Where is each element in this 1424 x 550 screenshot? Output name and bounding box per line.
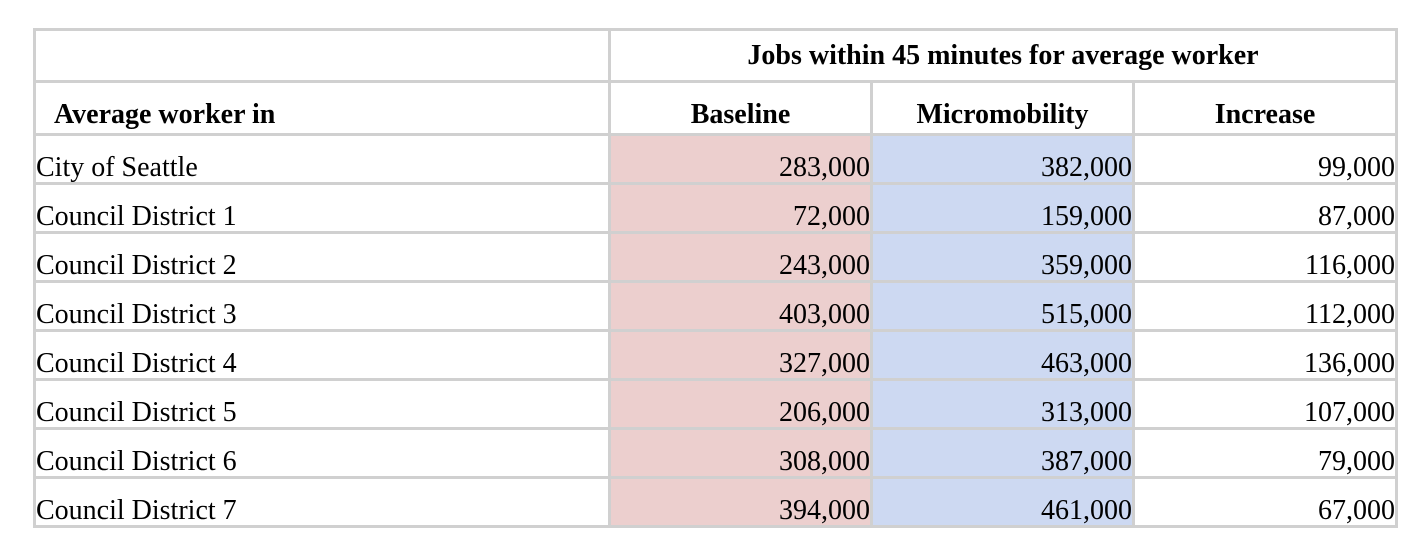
baseline-header: Baseline: [608, 80, 873, 136]
row-label: Council District 4: [33, 329, 611, 381]
baseline-value: 327,000: [608, 329, 873, 381]
table-row: Council District 3 403,000 515,000 112,0…: [33, 280, 1398, 332]
micromobility-value: 382,000: [870, 133, 1135, 185]
empty-corner-cell: [33, 28, 611, 83]
table-row: Council District 2 243,000 359,000 116,0…: [33, 231, 1398, 283]
row-label: Council District 3: [33, 280, 611, 332]
increase-value: 107,000: [1132, 378, 1398, 430]
micromobility-value: 313,000: [870, 378, 1135, 430]
increase-value: 99,000: [1132, 133, 1398, 185]
jobs-table: Jobs within 45 minutes for average worke…: [33, 28, 1398, 528]
increase-value: 112,000: [1132, 280, 1398, 332]
table-row: City of Seattle 283,000 382,000 99,000: [33, 133, 1398, 185]
micromobility-value: 359,000: [870, 231, 1135, 283]
table-row: Council District 1 72,000 159,000 87,000: [33, 182, 1398, 234]
increase-header: Increase: [1132, 80, 1398, 136]
baseline-value: 283,000: [608, 133, 873, 185]
baseline-value: 403,000: [608, 280, 873, 332]
row-label: Council District 7: [33, 476, 611, 528]
increase-value: 67,000: [1132, 476, 1398, 528]
row-label: Council District 5: [33, 378, 611, 430]
column-header-row: Average worker in Baseline Micromobility…: [33, 80, 1398, 136]
table-row: Council District 6 308,000 387,000 79,00…: [33, 427, 1398, 479]
increase-value: 116,000: [1132, 231, 1398, 283]
baseline-value: 206,000: [608, 378, 873, 430]
micromobility-value: 515,000: [870, 280, 1135, 332]
baseline-value: 243,000: [608, 231, 873, 283]
table-row: Council District 7 394,000 461,000 67,00…: [33, 476, 1398, 528]
group-header-row: Jobs within 45 minutes for average worke…: [33, 28, 1398, 83]
micromobility-value: 159,000: [870, 182, 1135, 234]
baseline-value: 308,000: [608, 427, 873, 479]
table-row: Council District 5 206,000 313,000 107,0…: [33, 378, 1398, 430]
baseline-value: 394,000: [608, 476, 873, 528]
micromobility-value: 387,000: [870, 427, 1135, 479]
row-label: Council District 6: [33, 427, 611, 479]
row-label: Council District 1: [33, 182, 611, 234]
row-label: City of Seattle: [33, 133, 611, 185]
increase-value: 79,000: [1132, 427, 1398, 479]
group-header: Jobs within 45 minutes for average worke…: [608, 28, 1398, 83]
micromobility-header: Micromobility: [870, 80, 1135, 136]
increase-value: 136,000: [1132, 329, 1398, 381]
row-label-header: Average worker in: [33, 80, 611, 136]
micromobility-value: 461,000: [870, 476, 1135, 528]
table-row: Council District 4 327,000 463,000 136,0…: [33, 329, 1398, 381]
micromobility-value: 463,000: [870, 329, 1135, 381]
baseline-value: 72,000: [608, 182, 873, 234]
row-label: Council District 2: [33, 231, 611, 283]
increase-value: 87,000: [1132, 182, 1398, 234]
